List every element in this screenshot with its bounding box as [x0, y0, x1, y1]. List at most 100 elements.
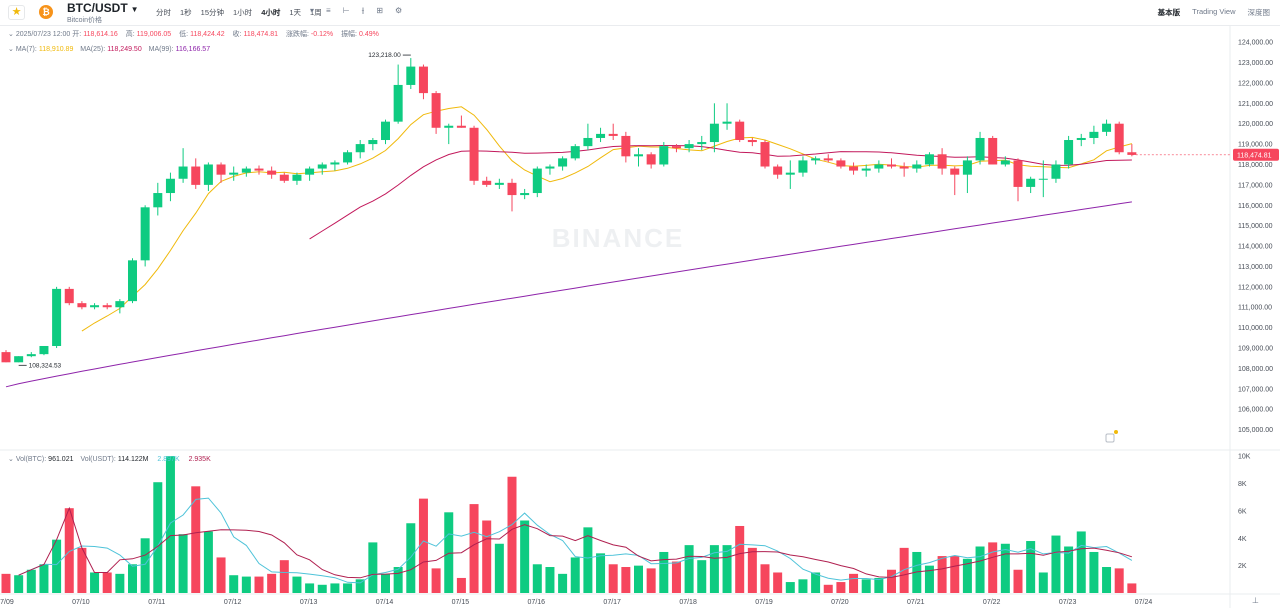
candle-body — [697, 142, 707, 145]
time-tick-label: 07/09 — [0, 599, 14, 606]
volume-bar — [52, 539, 62, 593]
volume-bar — [267, 573, 277, 593]
candle-body — [1051, 164, 1061, 179]
amplitude-label: 振幅: — [341, 31, 358, 38]
volume-bar — [14, 575, 24, 593]
candle-body — [26, 354, 36, 357]
volume-bar — [292, 576, 302, 593]
candle-body — [90, 305, 100, 308]
star-icon[interactable]: ★ — [8, 5, 25, 20]
candle-body — [406, 66, 416, 85]
interval-tab-1w[interactable]: 1周 — [310, 8, 322, 17]
candle-body — [1114, 123, 1124, 153]
interval-tab-1d[interactable]: 1天 — [289, 8, 302, 17]
candle-body — [1089, 131, 1099, 138]
max-price-label: 123,218.00 — [368, 52, 401, 59]
volume-bar — [937, 556, 947, 593]
volume-bar — [469, 504, 479, 593]
volume-bar — [254, 576, 264, 593]
volume-bar — [988, 542, 998, 593]
indicator-icon[interactable]: ≡ — [326, 6, 331, 15]
last-price-label: 118,474.81 — [1237, 152, 1272, 159]
vol-usdt-label: Vol(USDT): — [80, 456, 116, 463]
time-tick-label: 07/22 — [983, 599, 1001, 606]
fit-axis-icon: ⊥ — [1252, 596, 1259, 605]
candle-body — [1000, 160, 1010, 165]
price-tick-label: 120,000.00 — [1238, 121, 1273, 128]
time-tick-label: 07/24 — [1135, 599, 1153, 606]
interval-tab-1s[interactable]: 1秒 — [180, 8, 192, 17]
interval-tab-time[interactable]: 分时 — [156, 8, 171, 17]
high-label: 高: — [125, 31, 135, 38]
candle-body — [671, 146, 681, 149]
candle-body — [115, 301, 125, 308]
volume-bar — [811, 572, 821, 593]
volume-bar — [343, 583, 353, 593]
candle-icon[interactable]: ⫲ — [361, 6, 365, 15]
volume-bar — [836, 582, 846, 593]
vol-chevron-icon[interactable]: ⌄ — [8, 456, 14, 463]
candle-body — [1064, 140, 1074, 165]
candle-body — [77, 303, 87, 308]
price-tick-label: 113,000.00 — [1238, 264, 1273, 271]
gear-icon[interactable]: ⚙ — [394, 6, 403, 15]
volume-bar — [140, 538, 150, 593]
candle-body — [545, 166, 555, 169]
view-tab-basic[interactable]: 基本版 — [1157, 8, 1181, 17]
interval-tab-1h[interactable]: 1小时 — [233, 8, 253, 17]
interval-tab-15m[interactable]: 15分钟 — [200, 8, 225, 17]
chart-type-icon[interactable]: ⊢ — [342, 6, 350, 15]
candle-body — [178, 166, 188, 179]
candle-body — [1026, 178, 1036, 187]
time-tick-label: 07/19 — [755, 599, 773, 606]
price-tick-label: 114,000.00 — [1238, 244, 1273, 251]
view-tab-depth[interactable]: 深度图 — [1247, 8, 1271, 17]
volume-bar — [1026, 541, 1036, 593]
volume-bar — [520, 520, 530, 593]
volume-bar — [760, 564, 770, 593]
volume-bar — [90, 572, 100, 593]
volume-bar — [887, 569, 896, 593]
volume-bar — [1064, 546, 1074, 593]
candle-body — [558, 158, 568, 167]
candle-body — [292, 174, 302, 181]
ohlc-legend: ⌄ 2025/07/23 12:00 开: 118,614.16 高: 119,00… — [8, 29, 385, 39]
more-intervals-icon[interactable]: ▾ — [310, 6, 315, 15]
candle-body — [330, 162, 340, 165]
candle-body — [279, 174, 289, 181]
interval-tab-4h[interactable]: 4小时 — [261, 8, 281, 17]
candle-body — [659, 146, 669, 165]
candle-chevron-icon[interactable]: ⌄ — [8, 31, 14, 38]
volume-bar — [532, 564, 542, 593]
price-tick-label: 110,000.00 — [1238, 325, 1273, 332]
candle-body — [596, 133, 606, 138]
volume-bar — [1013, 569, 1023, 593]
candle-body — [836, 160, 846, 167]
candle-body — [532, 168, 542, 194]
time-tick-label: 07/15 — [452, 599, 470, 606]
view-tab-tradingview[interactable]: Trading View — [1192, 7, 1236, 16]
volume-bar — [1038, 572, 1048, 593]
volume-tick-label: 10K — [1238, 454, 1251, 461]
ma25-value: 118,249.50 — [107, 46, 142, 53]
time-tick-label: 07/10 — [72, 599, 90, 606]
candle-body — [393, 84, 403, 122]
volume-bar — [1, 573, 11, 593]
volume-bar — [823, 584, 833, 593]
chart-toolbar: ▾ ≡ ⊢ ⫲ ⊞ ⚙ — [310, 6, 414, 16]
vol-usdt-value: 114.122M — [117, 456, 149, 463]
time-tick-label: 07/23 — [1059, 599, 1077, 606]
candle-body — [128, 260, 137, 302]
time-tick-label: 07/16 — [528, 599, 546, 606]
symbol-selector[interactable]: BTC/USDT ▼ — [67, 1, 139, 15]
ma-chevron-icon[interactable]: ⌄ — [8, 46, 14, 53]
candle-body — [153, 193, 163, 208]
candle-body — [646, 154, 656, 165]
drawing-icon[interactable]: ⊞ — [376, 6, 383, 15]
candle-body — [924, 154, 934, 165]
volume-bar — [393, 567, 403, 593]
candle-body — [608, 133, 618, 136]
candle-body — [102, 305, 112, 308]
volume-bar — [115, 573, 125, 593]
